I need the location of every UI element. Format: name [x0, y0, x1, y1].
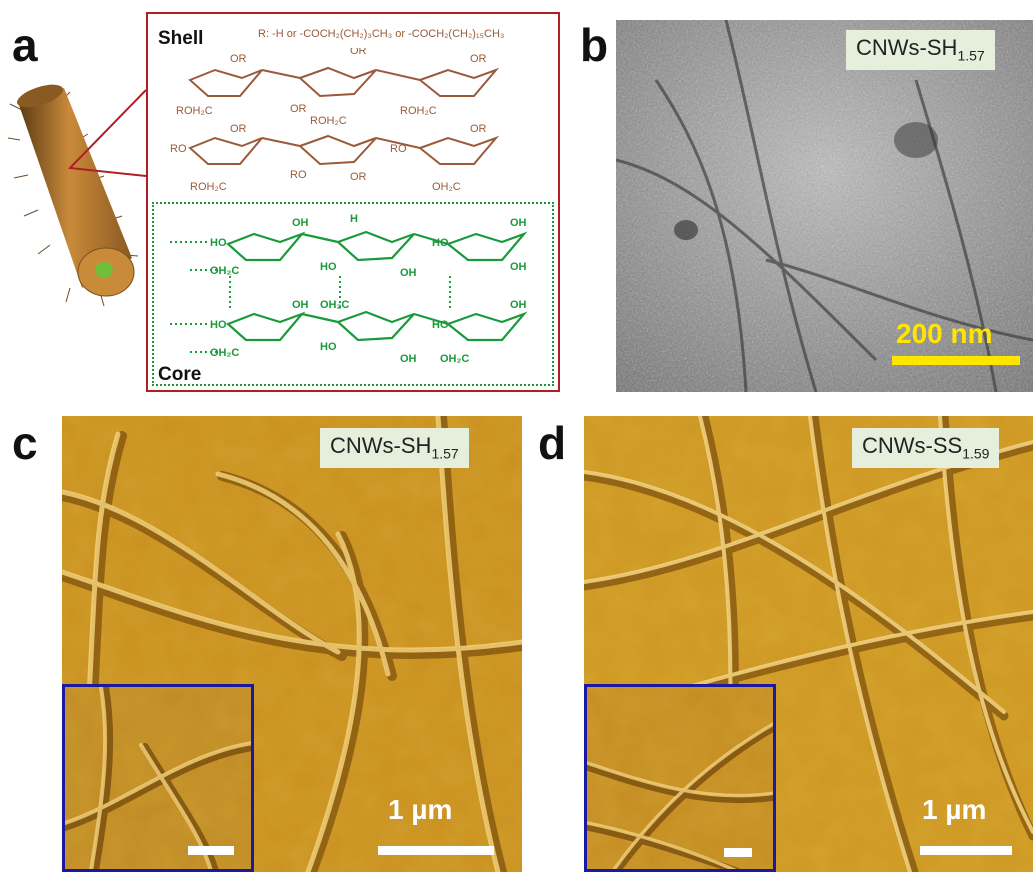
- svg-text:OR: OR: [350, 48, 367, 57]
- panel-letter-c: c: [12, 417, 38, 469]
- svg-text:ROH₂C: ROH₂C: [190, 181, 227, 193]
- svg-text:ROH₂C: ROH₂C: [310, 115, 347, 127]
- zoom-inset-c: [62, 684, 254, 872]
- callout-lines: [67, 89, 147, 177]
- scale-label-c: 1 µm: [388, 794, 453, 825]
- svg-text:RO: RO: [390, 143, 407, 155]
- svg-text:OH: OH: [510, 299, 527, 311]
- inset-scale-bar-d: [724, 848, 752, 857]
- tem-micrograph: [616, 20, 1033, 392]
- scale-bar-d: [920, 846, 1012, 855]
- sample-tag-c: CNWs-SH1.57: [320, 428, 469, 468]
- scale-label-d: 1 µm: [922, 794, 987, 825]
- svg-text:HO: HO: [320, 261, 337, 273]
- sample-tag-b: CNWs-SH1.57: [846, 30, 995, 70]
- svg-text:OH₂C: OH₂C: [210, 265, 239, 277]
- svg-text:OR: OR: [230, 53, 247, 65]
- core-label: Core: [158, 364, 202, 385]
- svg-text:OH: OH: [510, 261, 527, 273]
- inset-scale-bar-c: [188, 846, 234, 855]
- panel-letter-b: b: [580, 19, 609, 71]
- panel-letter-a: a: [12, 19, 38, 71]
- svg-text:ROH₂C: ROH₂C: [176, 105, 213, 117]
- svg-text:OH: OH: [292, 217, 309, 229]
- svg-text:HO: HO: [320, 341, 337, 353]
- zoom-inset-d: [584, 684, 776, 872]
- svg-text:HO: HO: [210, 319, 227, 331]
- panel-letter-d: d: [538, 417, 567, 469]
- sample-tag-d-main: CNWs-SS: [862, 433, 963, 458]
- sample-tag-d-sub: 1.59: [962, 445, 990, 462]
- sample-tag-c-main: CNWs-SH: [330, 433, 432, 458]
- svg-text:HO: HO: [432, 237, 449, 249]
- svg-text:ROH₂C: ROH₂C: [400, 105, 437, 117]
- svg-text:OH₂C: OH₂C: [320, 299, 349, 311]
- sample-tag-d: CNWs-SS1.59: [852, 428, 1000, 468]
- svg-text:OR: OR: [230, 123, 247, 135]
- svg-text:OR: OR: [470, 53, 487, 65]
- svg-text:RO: RO: [290, 169, 307, 181]
- nanowire-rod-illustration: [7, 84, 139, 307]
- svg-text:H: H: [350, 213, 358, 225]
- svg-text:OH: OH: [510, 217, 527, 229]
- svg-text:HO: HO: [210, 237, 227, 249]
- svg-text:RO: RO: [170, 143, 187, 155]
- svg-text:OR: OR: [470, 123, 487, 135]
- svg-text:OH: OH: [400, 267, 417, 279]
- sample-tag-c-sub: 1.57: [431, 445, 459, 462]
- svg-text:OR: OR: [290, 103, 307, 115]
- sample-tag-b-main: CNWs-SH: [856, 35, 958, 60]
- svg-text:OH₂C: OH₂C: [210, 347, 239, 359]
- svg-text:OH: OH: [400, 353, 417, 365]
- core-frame: [152, 202, 554, 386]
- scale-bar-b: [892, 356, 1020, 365]
- svg-text:OH₂C: OH₂C: [440, 353, 469, 365]
- svg-text:OR: OR: [350, 171, 367, 183]
- svg-text:OH₂C: OH₂C: [432, 181, 461, 193]
- scale-bar-c: [378, 846, 494, 855]
- scale-label-b: 200 nm: [896, 318, 993, 349]
- svg-text:HO: HO: [432, 319, 449, 331]
- svg-text:OH: OH: [292, 299, 309, 311]
- shell-label: Shell: [158, 28, 204, 49]
- sample-tag-b-sub: 1.57: [957, 47, 985, 64]
- r-group-note: R: -H or -COCH₂(CH₂)₃CH₃ or -COCH₂(CH₂)₁…: [258, 28, 505, 40]
